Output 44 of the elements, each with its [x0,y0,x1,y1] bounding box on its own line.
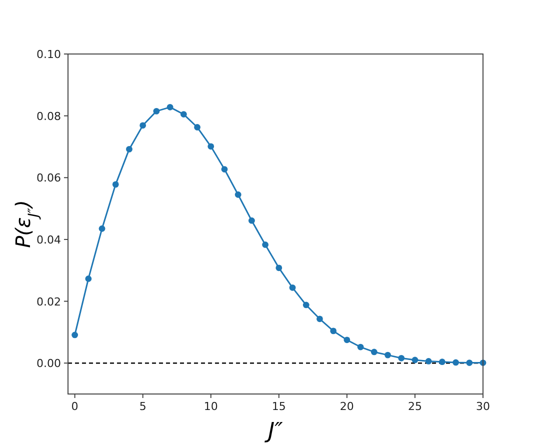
point [330,328,337,334]
point [234,191,242,198]
point [412,356,418,364]
x-tick-label: 30 [476,400,490,413]
x-tick-label: 10 [204,400,218,413]
point [180,111,187,118]
point [466,360,473,366]
point [140,122,146,129]
x-tick-label: 0 [71,400,78,413]
x-tick-label: 15 [272,400,286,413]
y-tick-label: 0.06 [36,172,61,185]
y-tick-label: 0.00 [36,357,61,370]
point [126,146,132,152]
y-tick-label: 0.08 [36,110,61,123]
point [85,276,92,282]
point [166,104,174,110]
point [316,316,323,322]
x-tick-label: 25 [408,400,422,413]
point [302,302,310,308]
point [398,354,405,362]
point [370,348,378,356]
point [438,358,446,366]
point [72,332,78,338]
point [276,264,282,272]
x-axis-title: J″ [264,419,284,444]
y-tick-label: 0.02 [36,295,61,308]
point [112,181,119,188]
x-tick-label: 20 [340,400,354,413]
point [153,108,160,114]
point [344,336,350,344]
point [221,166,228,172]
y-tick-label: 0.10 [36,48,61,61]
point [289,284,296,291]
point [208,143,214,150]
point [357,344,364,350]
point [262,242,268,248]
point [384,352,391,358]
point [425,358,432,364]
y-tick-label: 0.04 [36,233,61,246]
x-tick-label: 5 [139,400,146,413]
point [98,225,106,232]
point [452,359,459,366]
point [194,124,200,130]
point [248,217,255,224]
